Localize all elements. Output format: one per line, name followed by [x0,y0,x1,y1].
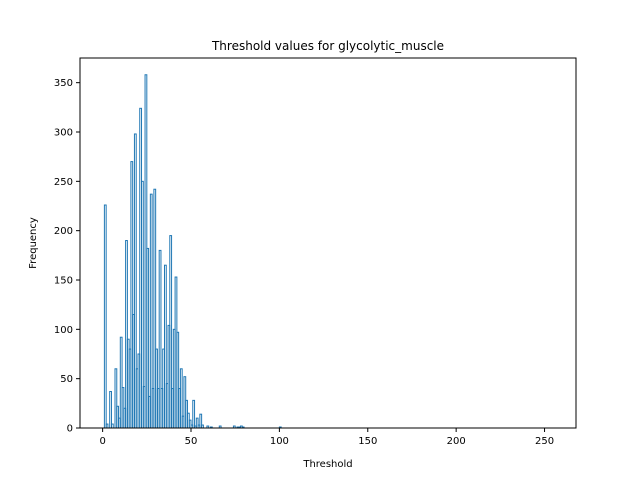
y-tick-label: 150 [54,276,73,287]
plot-frame [79,57,577,429]
x-tick-label: 100 [270,436,289,447]
y-tick-label: 350 [54,78,73,89]
y-axis-label: Frequency [28,217,39,269]
y-tick-label: 100 [54,325,73,336]
x-tick-label: 150 [358,436,377,447]
x-axis-label: Threshold [302,459,352,470]
x-tick-label: 50 [185,436,198,447]
chart-title: Threshold values for glycolytic_muscle [211,39,444,53]
x-tick-label: 250 [535,436,554,447]
y-tick-label: 250 [54,177,73,188]
y-tick-label: 50 [60,374,73,385]
x-tick-label: 0 [99,436,105,447]
y-tick-label: 200 [54,226,73,237]
y-tick-label: 0 [67,424,73,435]
y-tick-label: 300 [54,128,73,139]
x-tick-label: 200 [447,436,466,447]
y-axis-ticks: 0 50 100 150 200 250 300 350 [54,78,80,435]
x-axis-ticks: 0 50 100 150 200 250 [99,428,554,447]
